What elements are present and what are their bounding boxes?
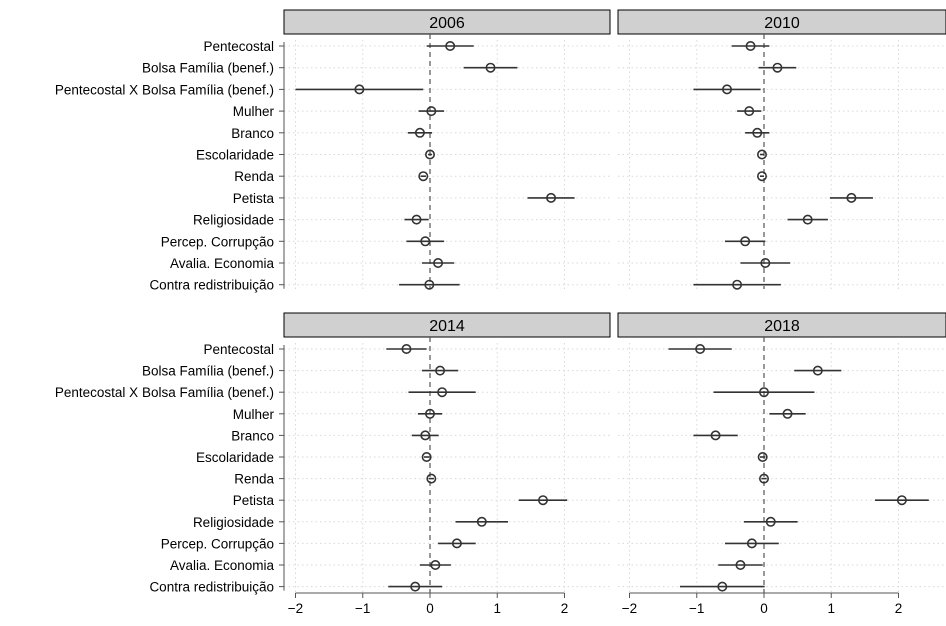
- variable-label: Percep. Corrupção: [161, 536, 274, 551]
- point-estimate: [414, 127, 425, 138]
- variable-label: Pentecostal: [203, 39, 274, 54]
- panel-strip-2018: [617, 312, 946, 338]
- point-estimate: [765, 516, 776, 527]
- variable-label: Escolaridade: [196, 148, 274, 163]
- point-estimate: [757, 451, 768, 462]
- point-estimate: [410, 581, 421, 592]
- point-estimate: [744, 106, 755, 117]
- variable-label: Contra redistribuição: [149, 278, 274, 293]
- point-estimate: [782, 408, 793, 419]
- variable-label: Pentecostal X Bolsa Família (benef.): [55, 385, 274, 400]
- variable-label: Avalia. Economia: [170, 558, 275, 573]
- variable-label: Escolaridade: [196, 450, 274, 465]
- x-tick-label: 1: [493, 601, 501, 616]
- point-estimate: [424, 279, 435, 290]
- point-estimate: [896, 495, 907, 506]
- point-estimate: [760, 257, 771, 268]
- point-estimate: [476, 516, 487, 527]
- point-estimate: [746, 538, 757, 549]
- variable-label: Contra redistribuição: [149, 580, 274, 595]
- point-estimate: [756, 149, 767, 160]
- point-estimate: [722, 84, 733, 95]
- point-estimate: [710, 430, 721, 441]
- grid-layer: [284, 40, 946, 593]
- variable-label: Mulher: [233, 407, 275, 422]
- x-tick-label: −1: [355, 601, 370, 616]
- variable-label: Percep. Corrupção: [161, 234, 274, 249]
- point-estimate: [537, 495, 548, 506]
- variable-label: Petista: [233, 191, 275, 206]
- point-estimate: [756, 171, 767, 182]
- variable-label: Renda: [234, 169, 274, 184]
- point-estimate: [430, 559, 441, 570]
- x-tick-label: −1: [689, 601, 704, 616]
- point-estimate: [846, 192, 857, 203]
- point-estimate: [772, 62, 783, 73]
- point-estimate: [420, 236, 431, 247]
- point-estimate: [758, 387, 769, 398]
- variable-label: Petista: [233, 493, 275, 508]
- point-estimate: [745, 40, 756, 51]
- point-estimate: [435, 365, 446, 376]
- panel-title-2010: 2010: [764, 15, 800, 32]
- point-estimate: [802, 214, 813, 225]
- point-estimate: [717, 581, 728, 592]
- variable-label: Bolsa Família (benef.): [142, 364, 274, 379]
- variable-label: Branco: [231, 126, 274, 141]
- x-tick-label: 0: [426, 601, 434, 616]
- point-estimate: [812, 365, 823, 376]
- variable-label: Pentecostal: [203, 342, 274, 357]
- point-estimate: [445, 40, 456, 51]
- x-tick-label: −2: [288, 601, 303, 616]
- point-estimate: [426, 106, 437, 117]
- x-tick-label: 0: [760, 601, 768, 616]
- axes-layer: [279, 9, 946, 598]
- variable-label: Avalia. Economia: [170, 256, 275, 271]
- point-estimate: [418, 171, 429, 182]
- point-estimate: [421, 451, 432, 462]
- variable-label: Mulher: [233, 104, 275, 119]
- panel-title-2018: 2018: [764, 318, 800, 335]
- point-estimate: [485, 62, 496, 73]
- text-layer: 2006 Pentecostal Bolsa Família (benef.) Pen…: [55, 15, 902, 616]
- point-estimate: [546, 192, 557, 203]
- panel-strip-2014: [283, 312, 611, 338]
- panel-strip-2010: [617, 9, 946, 35]
- point-estimate: [411, 214, 422, 225]
- variable-label: Religiosidade: [193, 515, 274, 530]
- point-estimate: [451, 538, 462, 549]
- panel-strip-2006: [283, 9, 611, 35]
- point-estimate: [437, 387, 448, 398]
- marks-layer: [295, 40, 929, 592]
- point-estimate: [420, 430, 431, 441]
- point-estimate: [740, 236, 751, 247]
- variable-label: Religiosidade: [193, 213, 274, 228]
- x-tick-label: 2: [895, 601, 903, 616]
- point-estimate: [401, 343, 412, 354]
- x-tick-label: 1: [827, 601, 835, 616]
- panel-title-2006: 2006: [429, 15, 465, 32]
- panel-title-2014: 2014: [429, 318, 465, 335]
- variable-label: Bolsa Família (benef.): [142, 61, 274, 76]
- point-estimate: [433, 257, 444, 268]
- variable-label: Pentecostal X Bolsa Família (benef.): [55, 82, 274, 97]
- point-estimate: [354, 84, 365, 95]
- point-estimate: [758, 473, 769, 484]
- variable-label: Renda: [234, 472, 274, 487]
- point-estimate: [424, 408, 435, 419]
- variable-label: Branco: [231, 428, 274, 443]
- point-estimate: [695, 343, 706, 354]
- point-estimate: [424, 149, 435, 160]
- point-estimate: [752, 127, 763, 138]
- point-estimate: [426, 473, 437, 484]
- point-estimate: [732, 279, 743, 290]
- point-estimate: [735, 559, 746, 570]
- x-tick-label: 2: [561, 601, 569, 616]
- x-tick-label: −2: [622, 601, 637, 616]
